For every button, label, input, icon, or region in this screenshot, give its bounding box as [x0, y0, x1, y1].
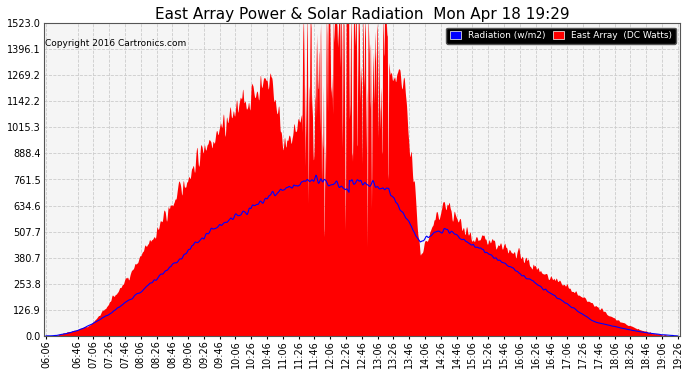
Text: Copyright 2016 Cartronics.com: Copyright 2016 Cartronics.com	[45, 39, 186, 48]
Title: East Array Power & Solar Radiation  Mon Apr 18 19:29: East Array Power & Solar Radiation Mon A…	[155, 7, 569, 22]
Legend: Radiation (w/m2), East Array  (DC Watts): Radiation (w/m2), East Array (DC Watts)	[446, 28, 676, 44]
